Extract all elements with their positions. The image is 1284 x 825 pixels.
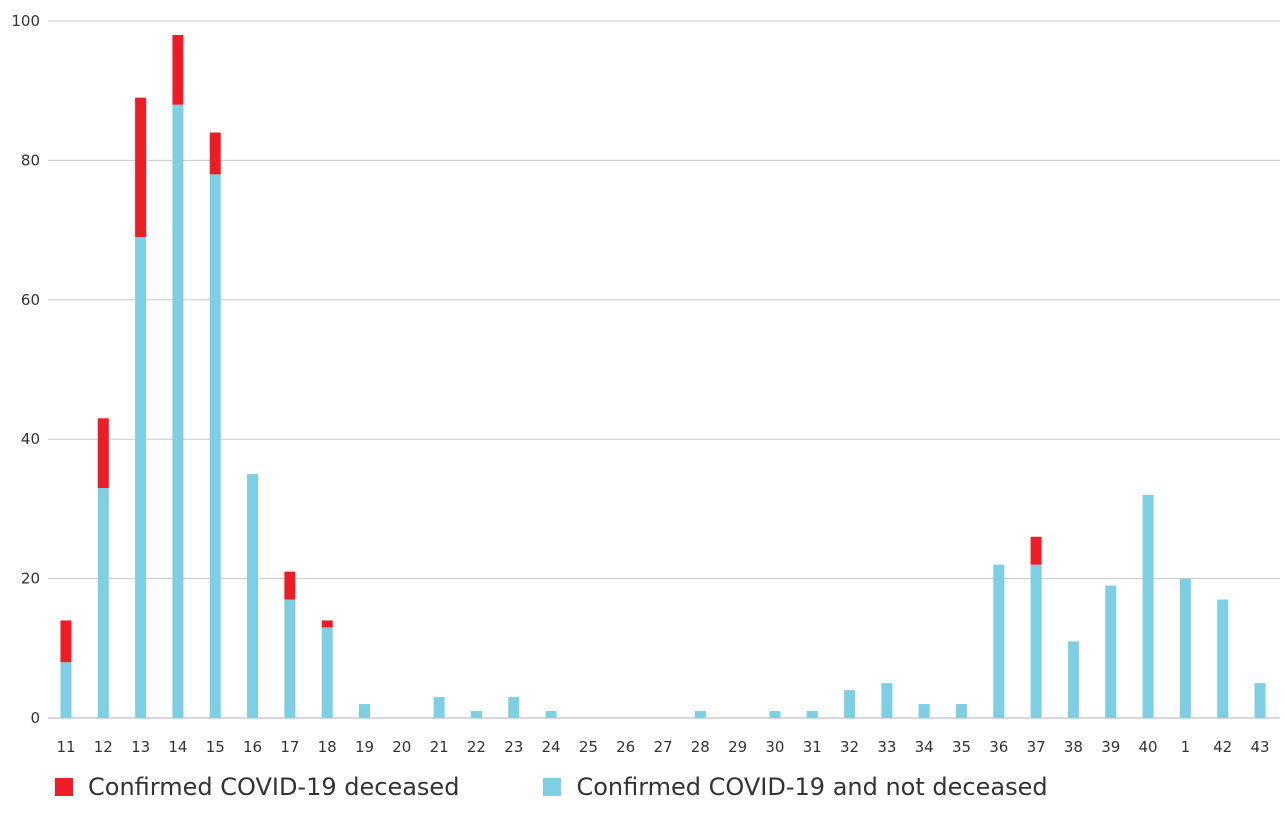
bar-not-deceased <box>993 564 1005 718</box>
x-tick-label: 25 <box>579 738 598 756</box>
y-tick-label: 0 <box>30 709 40 727</box>
bar-deceased <box>209 132 221 175</box>
legend-item-deceased: Confirmed COVID-19 deceased <box>55 773 459 801</box>
bar-not-deceased <box>1067 641 1079 718</box>
bar-not-deceased <box>1179 578 1191 718</box>
bar-not-deceased <box>433 697 445 718</box>
x-tick-label: 11 <box>56 738 75 756</box>
x-tick-label: 42 <box>1213 738 1232 756</box>
x-tick-label: 37 <box>1027 738 1046 756</box>
x-tick-label: 26 <box>616 738 635 756</box>
x-tick-label: 1 <box>1181 738 1191 756</box>
x-tick-label: 43 <box>1250 738 1269 756</box>
x-tick-label: 29 <box>728 738 747 756</box>
x-tick-label: 34 <box>915 738 934 756</box>
bar-not-deceased <box>918 704 930 718</box>
y-tick-label: 100 <box>11 12 40 30</box>
bar-not-deceased <box>545 711 557 718</box>
legend: Confirmed COVID-19 deceased Confirmed CO… <box>55 773 1132 801</box>
x-tick-label: 38 <box>1064 738 1083 756</box>
legend-label-deceased: Confirmed COVID-19 deceased <box>88 773 460 801</box>
x-tick-label: 24 <box>542 738 561 756</box>
bar-not-deceased <box>172 104 184 718</box>
bar-not-deceased <box>60 662 72 718</box>
x-tick-label: 39 <box>1101 738 1120 756</box>
bar-not-deceased <box>135 237 147 718</box>
x-tick-label: 35 <box>952 738 971 756</box>
x-tick-label: 20 <box>392 738 411 756</box>
x-tick-label: 19 <box>355 738 374 756</box>
bar-deceased <box>172 34 184 105</box>
x-tick-label: 32 <box>840 738 859 756</box>
legend-swatch-not-deceased <box>543 778 562 796</box>
bar-not-deceased <box>1142 494 1154 718</box>
bar-not-deceased <box>694 711 706 718</box>
legend-item-not-deceased: Confirmed COVID-19 and not deceased <box>543 773 1048 801</box>
x-tick-label: 33 <box>877 738 896 756</box>
legend-label-not-deceased: Confirmed COVID-19 and not deceased <box>576 773 1048 801</box>
bars <box>60 34 1266 719</box>
x-tick-label: 16 <box>243 738 262 756</box>
bar-not-deceased <box>321 627 333 718</box>
bar-not-deceased <box>956 704 967 718</box>
x-axis: 11 12 13 14 15 16 17 18 19 20 21 22 23 24 25 26 27 28 29 30… <box>56 738 1269 756</box>
bar-deceased <box>1030 536 1042 565</box>
bar-deceased <box>321 620 333 628</box>
bar-not-deceased <box>284 599 296 718</box>
bar-not-deceased <box>769 711 781 718</box>
legend-swatch-deceased <box>55 778 73 796</box>
bar-not-deceased <box>1254 683 1266 718</box>
bar-not-deceased <box>1105 585 1117 718</box>
x-tick-label: 22 <box>467 738 486 756</box>
y-tick-label: 80 <box>21 151 40 169</box>
x-tick-label: 13 <box>131 738 150 756</box>
y-axis: 0 20 40 60 80 100 <box>11 12 40 727</box>
x-tick-label: 40 <box>1139 738 1158 756</box>
bar-not-deceased <box>881 683 893 718</box>
y-tick-label: 20 <box>21 570 40 588</box>
x-tick-label: 21 <box>430 738 449 756</box>
x-tick-label: 17 <box>280 738 299 756</box>
x-tick-label: 23 <box>504 738 523 756</box>
bar-not-deceased <box>844 690 856 718</box>
y-tick-label: 60 <box>21 291 40 309</box>
x-tick-label: 27 <box>653 738 672 756</box>
x-tick-label: 18 <box>318 738 337 756</box>
x-tick-label: 36 <box>989 738 1008 756</box>
y-tick-label: 40 <box>21 430 40 448</box>
gridlines <box>48 20 1280 719</box>
bar-deceased <box>135 97 147 238</box>
bar-deceased <box>60 620 72 663</box>
x-tick-label: 30 <box>765 738 784 756</box>
bar-not-deceased <box>470 711 482 718</box>
bar-not-deceased <box>806 711 818 718</box>
x-tick-label: 12 <box>94 738 113 756</box>
x-tick-label: 15 <box>206 738 225 756</box>
bar-deceased <box>97 418 109 488</box>
x-tick-label: 14 <box>168 738 187 756</box>
bar-not-deceased <box>1030 564 1042 718</box>
bar-deceased <box>284 571 296 600</box>
bar-not-deceased <box>209 174 221 719</box>
bar-not-deceased <box>359 704 370 718</box>
bar-not-deceased <box>97 487 109 718</box>
x-tick-label: 31 <box>803 738 822 756</box>
x-tick-label: 28 <box>691 738 710 756</box>
bar-chart: 0 20 40 60 80 100 11 12 13 14 15 16 17 18 19 20 21 22 23 2… <box>11 12 1280 756</box>
bar-not-deceased <box>508 697 520 718</box>
bar-not-deceased <box>1217 599 1229 718</box>
bar-not-deceased <box>247 474 259 718</box>
